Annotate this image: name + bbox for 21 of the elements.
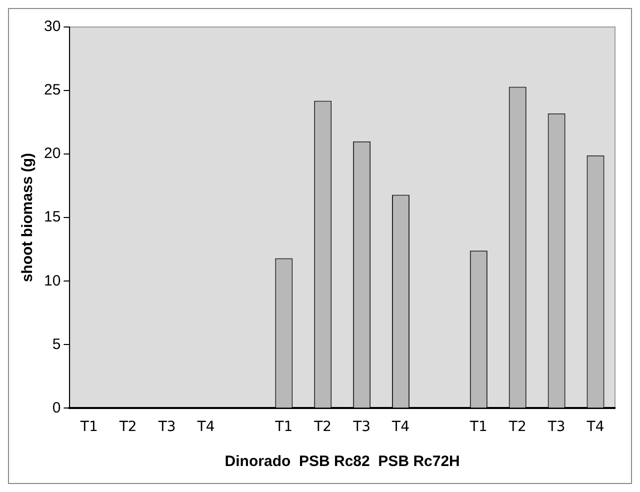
- x-tick-label: T2: [508, 419, 526, 436]
- y-tick-label: 30: [44, 18, 61, 36]
- x-tick-label: T3: [546, 419, 566, 436]
- y-tick-label: 0: [52, 399, 61, 416]
- y-tick-label: 5: [52, 336, 61, 353]
- y-tick-label: 25: [44, 82, 61, 99]
- x-axis-title: Dinorado PSB Rc82 PSB Rc72H: [224, 453, 460, 470]
- x-tick-label: T4: [196, 419, 215, 436]
- x-tick-label: T1: [274, 419, 293, 436]
- y-axis-title: shoot biomass (g): [19, 153, 36, 282]
- x-tick-label: T4: [586, 419, 604, 436]
- y-tick-label: 15: [44, 208, 61, 226]
- x-tick-label: T3: [352, 419, 371, 436]
- x-tick-label: T1: [468, 419, 488, 436]
- y-tick-label: 20: [44, 145, 61, 162]
- x-tick-label: T2: [118, 419, 137, 436]
- x-tick-label: T4: [391, 419, 410, 436]
- y-tick-label: 10: [44, 272, 61, 290]
- x-tick-label: T3: [157, 419, 176, 436]
- x-tick-label: T1: [79, 419, 98, 436]
- x-tick-label: T2: [313, 419, 332, 436]
